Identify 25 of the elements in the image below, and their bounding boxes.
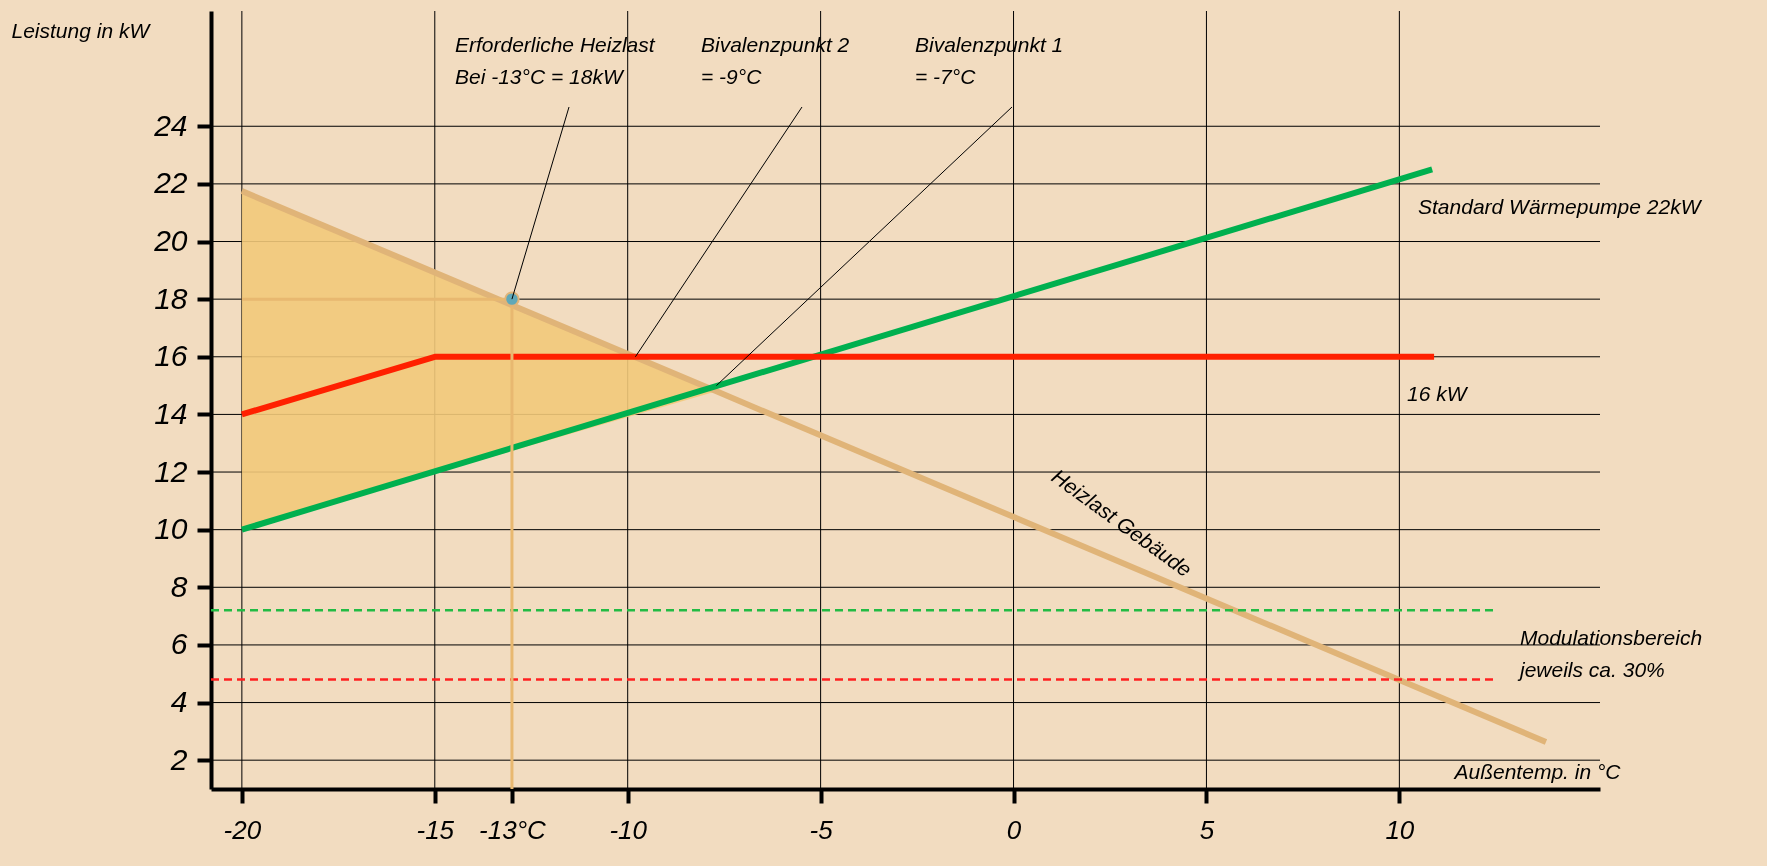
series-label: Standard Wärmepumpe 22kW	[1418, 195, 1703, 218]
series-label: 16 kW	[1407, 382, 1469, 405]
y-tick-label: 18	[154, 281, 188, 315]
x-tick-label: 10	[1385, 814, 1415, 845]
y-axis-title: Leistung in kW	[11, 18, 152, 42]
x-tick-label: 0	[1006, 814, 1022, 845]
y-tick-label: 2	[169, 742, 188, 776]
x-tick-label: -20	[223, 814, 262, 845]
y-tick-label: 24	[153, 108, 188, 142]
y-tick-label: 16	[154, 339, 188, 373]
y-tick-label: 12	[154, 454, 188, 488]
y-tick-label: 8	[170, 569, 188, 603]
x-tick-label: 5	[1199, 814, 1215, 845]
x-tick-label: -5	[809, 814, 834, 845]
y-tick-label: 4	[170, 685, 188, 719]
annotation: Modulationsbereich jeweils ca. 30%	[1517, 626, 1703, 681]
y-tick-label: 6	[170, 627, 188, 661]
x-tick-label: -10	[609, 814, 648, 845]
y-tick-label: 20	[153, 224, 188, 258]
x-axis-title: Außentemp. in °C	[1452, 759, 1622, 783]
x-tick-label: -15	[416, 814, 455, 845]
y-tick-label: 10	[154, 512, 188, 546]
y-tick-label: 14	[154, 396, 188, 430]
y-tick-label: 22	[153, 166, 188, 200]
x-tick-label: -13°C	[479, 814, 547, 845]
